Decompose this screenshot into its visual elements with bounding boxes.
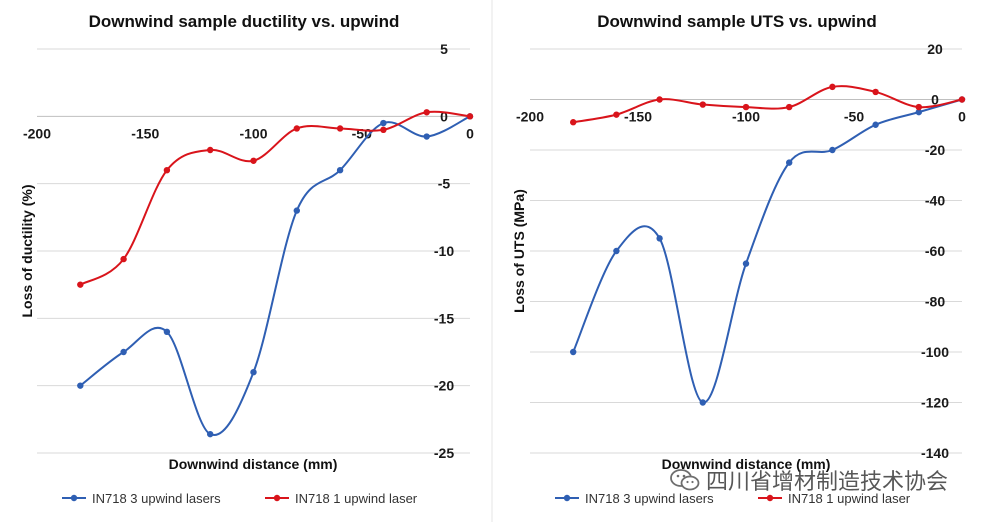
chart1-series-2-point-0 <box>77 281 84 288</box>
chart1-series-1-line <box>79 115 471 437</box>
chart1-series-1-point-2 <box>163 328 171 335</box>
chart1-legend-marker-2 <box>273 494 281 502</box>
chart1-series-1-point-0 <box>77 382 84 389</box>
chart1-series-2-point-5 <box>293 125 300 132</box>
chart2-ytick-label-3: -40 <box>925 193 945 209</box>
chart1-ylabel: Loss of ductility (%) <box>19 185 35 318</box>
chart2-series-2-point-2 <box>656 96 663 103</box>
chart1-series-1-point-7 <box>380 119 387 127</box>
chart1-series-1-point-1 <box>120 348 127 356</box>
chart1-legend-label-1: IN718 3 upwind lasers <box>92 491 221 506</box>
chart2-ytick-label-6: -100 <box>921 344 949 360</box>
chart1-xtick-label-1: -150 <box>131 125 159 141</box>
chart2-ytick-label-8: -140 <box>921 445 949 461</box>
chart1-ytick-label-0: 5 <box>440 41 448 57</box>
chart1-ytick-label-2: -5 <box>438 176 451 192</box>
chart2-series-2-point-9 <box>958 96 966 103</box>
chart1-legend-marker-1 <box>70 494 78 502</box>
wechat-icon <box>670 469 700 491</box>
chart2-xlabel: Downwind distance (mm) <box>662 456 831 472</box>
chart2-series-1-point-3 <box>699 399 706 406</box>
chart1-ytick-label-1: 0 <box>440 108 448 124</box>
chart1-series-2-point-2 <box>163 167 171 174</box>
chart1-series-2-point-6 <box>336 125 344 132</box>
chart2-series-2-point-3 <box>699 101 706 108</box>
chart1-series-2-point-7 <box>380 126 387 133</box>
chart1-series-1-point-6 <box>336 167 344 174</box>
chart1-xtick-label-2: -100 <box>239 125 267 141</box>
chart1-series-2-point-3 <box>207 146 214 154</box>
chart2-legend-label-1: IN718 3 upwind lasers <box>585 491 714 506</box>
chart1-ytick-label-6: -25 <box>434 445 454 461</box>
chart1-series-1-point-8 <box>423 133 430 140</box>
watermark: 四川省增材制造技术协会 <box>670 464 948 496</box>
chart2-series-2-line <box>573 85 963 124</box>
chart2-series-1-point-8 <box>915 108 922 116</box>
chart2-series-1-point-4 <box>742 260 750 267</box>
chart2-series-1-point-2 <box>656 235 663 242</box>
chart2-ytick-label-0: 20 <box>927 41 943 57</box>
chart2-ytick-label-7: -120 <box>921 395 949 411</box>
chart1-series-1-point-3 <box>207 430 214 438</box>
chart1-ytick-label-3: -10 <box>434 243 454 259</box>
chart2-ytick-label-5: -80 <box>925 294 945 310</box>
chart2-xtick-label-4: 0 <box>958 109 966 125</box>
chart2-series-1-point-6 <box>829 146 836 154</box>
chart2-xtick-label-0: -200 <box>516 109 544 125</box>
chart1-series-2-point-8 <box>423 109 430 116</box>
chart1-xtick-label-0: -200 <box>23 125 51 141</box>
chart2-series-2-point-8 <box>915 103 922 111</box>
chart2-series-1-point-7 <box>872 121 879 128</box>
chart2-legend-label-2: IN718 1 upwind laser <box>788 491 911 506</box>
chart2-series-2-point-7 <box>872 88 879 96</box>
chart1-legend-label-2: IN718 1 upwind laser <box>295 491 418 506</box>
chart2-xtick-label-3: -50 <box>844 109 864 125</box>
chart2-ytick-label-1: 0 <box>931 92 939 108</box>
chart2-ylabel: Loss of UTS (MPa) <box>511 189 527 313</box>
chart1-xlabel: Downwind distance (mm) <box>169 456 338 472</box>
chart1-ytick-label-4: -15 <box>434 310 454 326</box>
chart2-series-2-point-5 <box>786 103 793 111</box>
chart2-series-2-point-6 <box>829 83 836 91</box>
chart1-series-2-point-9 <box>466 113 474 120</box>
chart1-title: Downwind sample ductility vs. upwind <box>89 12 400 31</box>
chart2-legend-marker-2 <box>766 494 774 502</box>
chart1-ytick-label-5: -20 <box>434 378 454 394</box>
chart2-series-1-point-1 <box>613 247 620 255</box>
chart2-series-2-point-0 <box>570 119 577 126</box>
chart2-legend-marker-1 <box>563 494 571 502</box>
chart2-xtick-label-1: -150 <box>624 109 652 125</box>
chart2-xtick-label-2: -100 <box>732 109 760 125</box>
chart1-series-2-point-1 <box>120 255 127 263</box>
chart2-ytick-label-2: -20 <box>925 142 945 158</box>
chart2-series-2-point-4 <box>742 103 750 111</box>
chart1-xtick-label-4: 0 <box>466 125 474 141</box>
chart1-series-2-line <box>79 110 471 286</box>
watermark-text: 四川省增材制造技术协会 <box>705 470 948 495</box>
chart2-ytick-label-4: -60 <box>925 243 945 259</box>
chart2-series-1-point-5 <box>786 159 793 166</box>
chart1-series-1-point-5 <box>293 207 300 214</box>
chart2-title: Downwind sample UTS vs. upwind <box>597 12 877 31</box>
chart2-series-2-point-1 <box>613 111 620 118</box>
chart1-series-2-point-4 <box>250 157 257 164</box>
chart1-series-1-point-4 <box>250 369 257 376</box>
chart2-series-1-point-0 <box>570 348 577 356</box>
